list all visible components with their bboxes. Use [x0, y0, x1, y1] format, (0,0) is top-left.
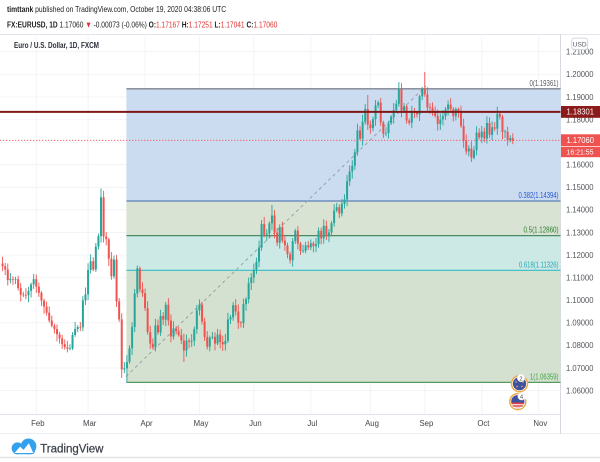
svg-text:May: May	[194, 419, 209, 428]
svg-text:1.15000: 1.15000	[566, 183, 594, 192]
svg-text:1.10000: 1.10000	[566, 296, 594, 305]
svg-text:0.618(1.11326): 0.618(1.11326)	[519, 260, 559, 269]
svg-text:1.07000: 1.07000	[566, 364, 594, 373]
svg-text:1.12000: 1.12000	[566, 251, 594, 260]
svg-text:0.5(1.12860): 0.5(1.12860)	[524, 226, 559, 235]
svg-text:Feb: Feb	[31, 419, 45, 428]
svg-text:TradingView: TradingView	[40, 444, 104, 456]
svg-text:Nov: Nov	[533, 419, 547, 428]
svg-text:1.08000: 1.08000	[566, 341, 594, 350]
svg-text:Oct: Oct	[477, 419, 490, 428]
svg-text:1.19000: 1.19000	[566, 93, 594, 102]
svg-text:0.382(1.14394): 0.382(1.14394)	[519, 191, 559, 200]
svg-text:1.18301: 1.18301	[567, 108, 595, 117]
svg-text:Jul: Jul	[307, 419, 317, 428]
svg-text:1.21000: 1.21000	[566, 48, 594, 57]
svg-text:1.16000: 1.16000	[566, 161, 594, 170]
svg-text:Euro / U.S. Dollar, 1D, FXCM: Euro / U.S. Dollar, 1D, FXCM	[14, 40, 99, 50]
svg-text:1.20000: 1.20000	[566, 70, 594, 79]
svg-text:Jun: Jun	[249, 419, 262, 428]
svg-text:Sep: Sep	[419, 419, 434, 428]
svg-text:1.11000: 1.11000	[566, 273, 594, 282]
svg-text:1(1.06359): 1(1.06359)	[530, 372, 559, 381]
svg-text:2: 2	[519, 376, 522, 382]
svg-text:1.18000: 1.18000	[566, 115, 594, 124]
svg-text:1.13000: 1.13000	[566, 228, 594, 237]
svg-text:16:21:55: 16:21:55	[567, 148, 594, 157]
svg-text:timttank published on TradingV: timttank published on TradingView.com, O…	[7, 4, 226, 14]
svg-text:1.06000: 1.06000	[566, 386, 594, 395]
svg-text:1.14000: 1.14000	[566, 206, 594, 215]
svg-text:1.17060: 1.17060	[567, 136, 595, 145]
svg-text:Aug: Aug	[365, 419, 379, 428]
svg-text:USD: USD	[573, 42, 587, 49]
svg-text:Mar: Mar	[83, 419, 97, 428]
svg-text:FX:EURUSD, 1D 1.17060 ▼ -0.00: FX:EURUSD, 1D 1.17060 ▼ -0.00073 (-0.06%…	[7, 20, 277, 30]
svg-text:1.09000: 1.09000	[566, 319, 594, 328]
svg-text:4: 4	[520, 395, 524, 401]
svg-text:Apr: Apr	[141, 419, 154, 428]
svg-text:0(1.19361): 0(1.19361)	[530, 79, 559, 88]
